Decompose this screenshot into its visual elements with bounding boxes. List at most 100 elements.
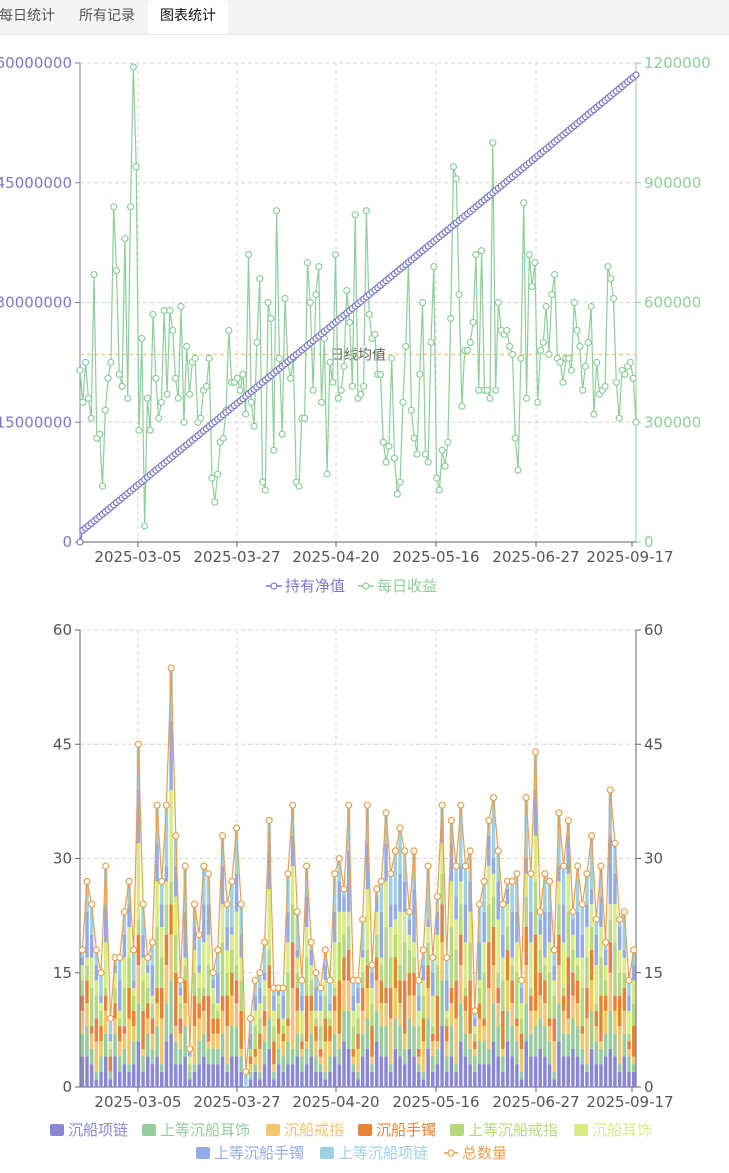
stacked-bar-segment — [216, 1003, 220, 1011]
stacked-bar-segment — [617, 927, 622, 950]
stacked-bar-segment — [398, 1056, 402, 1087]
stacked-bar-segment — [202, 866, 206, 905]
daily-profit-point — [244, 251, 253, 259]
stacked-bar-segment — [304, 866, 309, 897]
stacked-bar-segment — [332, 987, 337, 996]
stacked-bar-segment — [304, 1048, 309, 1065]
stacked-bar-segment — [220, 1010, 225, 1034]
stacked-bar-segment — [183, 965, 187, 981]
stacked-bar-segment — [482, 972, 486, 1019]
stacked-bar-segment — [89, 957, 94, 988]
total-count-point — [242, 1068, 250, 1076]
left-tick-label: 60 — [53, 621, 72, 639]
stacked-bar-segment — [533, 934, 538, 1011]
daily-profit-point — [107, 358, 115, 366]
daily-profit-point — [96, 430, 104, 438]
stacked-bar-segment — [613, 995, 617, 1011]
stacked-bar-segment — [164, 866, 169, 882]
tab-chart-stats[interactable]: 图表统计 — [148, 0, 228, 34]
stacked-bar-segment — [314, 1010, 318, 1019]
stacked-bar-segment — [524, 896, 528, 928]
stacked-bar-segment — [258, 987, 262, 1004]
stacked-bar-segment — [477, 942, 482, 981]
x-tick-label: 2025-03-05 — [94, 1093, 181, 1111]
stacked-bar-segment — [85, 881, 89, 912]
stacked-bar-segment — [160, 904, 164, 928]
total-count-point — [83, 877, 91, 885]
total-count-point — [251, 976, 259, 984]
stacked-bar-segment — [230, 1056, 234, 1087]
stacked-bar-segment — [304, 995, 309, 1042]
stacked-bar-segment — [445, 957, 449, 981]
stacked-bar-segment — [80, 965, 85, 981]
stacked-bar-segment — [496, 987, 500, 1004]
stacked-bar-segment — [155, 987, 159, 1004]
daily-profit-point — [275, 354, 283, 362]
stacked-bar-segment — [510, 1056, 514, 1087]
stacked-bar-segment — [202, 942, 206, 988]
stacked-bar-segment — [482, 942, 486, 973]
stacked-bar-segment — [131, 1041, 136, 1065]
stacked-bar-segment — [557, 965, 561, 1004]
stacked-bar-segment — [183, 1003, 187, 1027]
stacked-bar-segment — [412, 888, 416, 943]
stacked-bar-segment — [529, 1056, 533, 1087]
stacked-bar-segment — [501, 1010, 505, 1049]
total-count-point — [471, 1007, 479, 1015]
stacked-bar-segment — [89, 1026, 94, 1034]
daily-profit-point — [87, 414, 95, 422]
tab-all-records[interactable]: 所有记录 — [79, 8, 135, 24]
stacked-bar-segment — [571, 995, 575, 1019]
daily-profit-point — [508, 350, 517, 358]
daily-profit-point — [306, 298, 314, 307]
stacked-bar-segment — [113, 972, 117, 988]
stacked-bar-segment — [435, 934, 440, 966]
stacked-bar-segment — [468, 942, 472, 981]
stacked-bar-segment — [393, 987, 398, 1019]
daily-profit-point — [517, 354, 525, 362]
legend-item-premium-earring: 上等沉船耳饰 — [160, 1121, 250, 1139]
stacked-bar-segment — [332, 1033, 337, 1057]
x-tick-label: 2025-05-16 — [392, 1093, 479, 1111]
daily-profit-point — [261, 486, 269, 494]
daily-profit-point — [360, 382, 368, 390]
stacked-bar-segment — [515, 1026, 519, 1042]
x-tick-label: 2025-06-27 — [492, 548, 579, 566]
daily-profit-point — [559, 378, 567, 386]
stacked-bar-segment — [487, 942, 491, 988]
stacked-bar-segment — [342, 957, 346, 981]
daily-profit-point — [129, 63, 137, 71]
stacked-bar-segment — [332, 911, 337, 943]
stacked-bar-segment — [510, 881, 514, 912]
stacked-bar-segment — [547, 1064, 552, 1087]
stacked-bar-segment — [374, 896, 379, 912]
tab-daily-stats[interactable]: 每日统计 — [0, 8, 55, 24]
stacked-bar-segment — [295, 987, 299, 1011]
stacked-bar-segment — [454, 949, 458, 981]
stacked-bar-segment — [435, 1041, 440, 1049]
left-tick-label: 45 — [53, 735, 72, 753]
stacked-bar-segment — [281, 987, 285, 996]
stacked-bar-segment — [164, 965, 169, 1004]
daily-profit-point — [323, 470, 331, 478]
stacked-bar-segment — [613, 843, 617, 874]
stacked-bar-segment — [272, 1041, 276, 1065]
stacked-bar-segment — [482, 1041, 486, 1065]
stacked-bar-segment — [449, 843, 454, 882]
daily-profit-point — [477, 247, 486, 255]
stacked-bar-segment — [388, 1071, 393, 1087]
daily-profit-point — [152, 374, 160, 382]
stacked-bar-segment — [505, 949, 510, 981]
stacked-bar-segment — [440, 1026, 444, 1087]
stacked-bar-segment — [155, 1003, 159, 1027]
stacked-bar-segment — [496, 1026, 500, 1057]
stacked-bar-segment — [515, 873, 519, 912]
total-count-point — [550, 946, 558, 954]
stacked-bar-segment — [141, 957, 145, 981]
stacked-bar-segment — [188, 1079, 192, 1087]
x-tick-label: 2025-03-27 — [193, 1093, 280, 1111]
stacked-bar-segment — [613, 1010, 617, 1034]
daily-profit-point — [357, 390, 365, 398]
right-tick-label: 300000 — [644, 413, 701, 431]
stacked-bar-segment — [342, 911, 346, 935]
